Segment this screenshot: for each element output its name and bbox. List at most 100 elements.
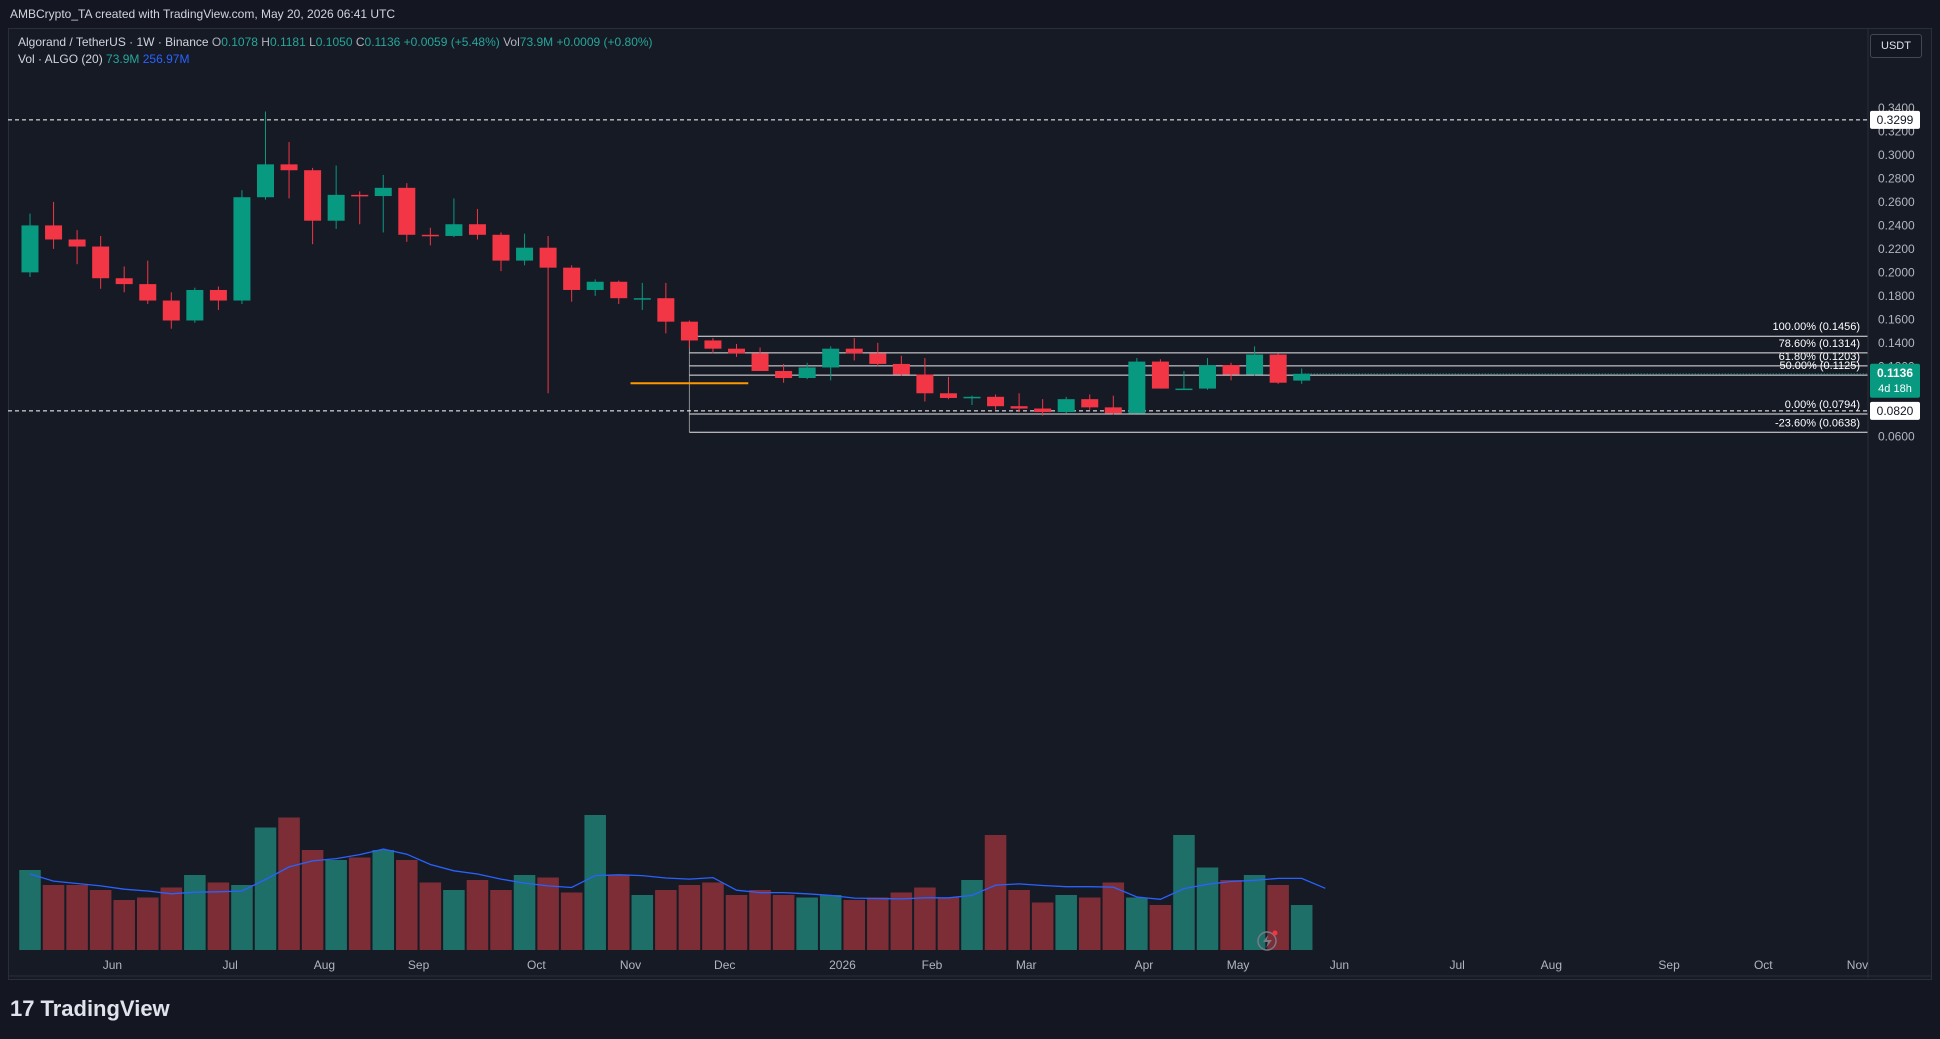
candle-body xyxy=(798,367,816,379)
volume-bar xyxy=(772,895,795,950)
fib-level-label: 78.60% (0.1314) xyxy=(1779,338,1860,350)
candle-body xyxy=(633,298,651,300)
x-tick-label: Sep xyxy=(1658,958,1680,972)
open-value: 0.1078 xyxy=(221,35,258,49)
x-tick-label: Apr xyxy=(1135,958,1154,972)
volume-bar xyxy=(819,895,842,950)
candle-body xyxy=(916,374,934,394)
candle-body xyxy=(1128,361,1146,414)
tradingview-logo[interactable]: 17 TradingView xyxy=(10,996,170,1022)
candle-body xyxy=(563,267,581,290)
volume-bar xyxy=(396,860,418,950)
y-tick-label: 0.2200 xyxy=(1878,242,1915,256)
x-tick-label: Nov xyxy=(620,958,641,972)
chart-legend: Algorand / TetherUS · 1W · Binance O0.10… xyxy=(18,34,653,68)
chart-frame[interactable] xyxy=(8,28,1932,980)
volume-bar xyxy=(1078,897,1101,950)
low-value: 0.1050 xyxy=(315,35,353,49)
volume-bar xyxy=(702,882,724,950)
fib-level-label: 50.00% (0.1125) xyxy=(1779,360,1860,372)
currency-button[interactable]: USDT xyxy=(1870,34,1922,58)
candle-body xyxy=(704,340,722,349)
candle-body xyxy=(516,247,534,261)
volume-bar xyxy=(1126,897,1148,950)
candle-body xyxy=(162,300,180,321)
x-tick-label: Jul xyxy=(1449,958,1464,972)
volume-bar xyxy=(1102,882,1125,950)
volume-bar xyxy=(961,880,983,950)
candle-body xyxy=(45,225,63,240)
fib-level-label: 100.00% (0.1456) xyxy=(1773,321,1860,333)
candle-body xyxy=(751,353,769,371)
volume-bar xyxy=(984,835,1007,950)
volume-bar xyxy=(231,885,253,950)
volume-bar xyxy=(725,895,748,950)
volume-bar xyxy=(584,815,606,950)
y-tick-label: 0.3000 xyxy=(1878,148,1915,162)
candle-body xyxy=(845,348,863,354)
candle-body xyxy=(186,289,204,321)
volume-study-name[interactable]: Vol · ALGO (20) xyxy=(18,52,103,66)
volume-bar xyxy=(42,885,65,950)
candle-body xyxy=(421,234,439,237)
volume-bar xyxy=(537,877,559,950)
high-value: 0.1181 xyxy=(269,35,306,49)
volume-bar xyxy=(678,885,701,950)
volume-bar xyxy=(301,850,324,950)
logo-mark-icon: 17 xyxy=(10,996,35,1021)
volume-bar xyxy=(1290,905,1313,950)
volume-bar xyxy=(160,887,183,950)
volume-bar xyxy=(89,890,112,950)
x-tick-label: Oct xyxy=(1754,958,1773,972)
candle-body xyxy=(468,224,486,235)
close-label: C xyxy=(355,35,365,49)
alert-icon[interactable] xyxy=(1257,930,1278,951)
x-tick-label: May xyxy=(1227,958,1250,972)
volume-bar xyxy=(1008,890,1030,950)
candle-body xyxy=(775,370,793,379)
candle-body xyxy=(139,284,157,301)
candle-body xyxy=(822,348,840,368)
candle-body xyxy=(92,246,110,279)
dashed-level-tag xyxy=(1870,401,1920,420)
y-tick-label: 0.2600 xyxy=(1878,195,1915,209)
candle-body xyxy=(1034,408,1052,413)
x-tick-label: Jun xyxy=(103,958,122,972)
volume-bar xyxy=(490,890,512,950)
last-price-countdown: 4d 18h xyxy=(1878,383,1912,395)
high-label: H xyxy=(261,35,270,49)
volume-bar xyxy=(254,827,277,950)
volume-ma-value: 256.97M xyxy=(142,52,190,66)
candle-body xyxy=(445,224,463,236)
candle-body xyxy=(680,321,698,341)
candle-body xyxy=(115,278,133,285)
x-tick-label: Nov xyxy=(1847,958,1868,972)
axes: 0.34000.32000.30000.28000.26000.24000.22… xyxy=(8,28,1932,978)
candle-body xyxy=(233,197,251,301)
y-tick-label: 0.2800 xyxy=(1878,171,1915,185)
volume-bar xyxy=(372,850,395,950)
dashed-level-label: 0.0820 xyxy=(1877,404,1914,418)
candle-body xyxy=(586,281,604,290)
x-tick-label: Oct xyxy=(527,958,546,972)
volume-bar xyxy=(419,882,442,950)
fib-level-label: -23.60% (0.0638) xyxy=(1775,417,1860,429)
volume-bar xyxy=(843,900,866,950)
candle-body xyxy=(1010,406,1028,409)
candle-body xyxy=(304,170,322,221)
y-tick-label: 0.1400 xyxy=(1878,336,1915,350)
x-tick-label: Aug xyxy=(1541,958,1562,972)
open-label: O xyxy=(211,35,222,49)
symbol-name[interactable]: Algorand / TetherUS · 1W · Binance xyxy=(18,35,209,49)
candle-body xyxy=(1151,361,1169,389)
volume-bar xyxy=(1031,902,1054,950)
candle-body xyxy=(1104,407,1122,414)
candle-body xyxy=(257,164,274,198)
volume-bar xyxy=(1173,835,1195,950)
volume-ma xyxy=(29,848,1326,900)
volume-bar xyxy=(1220,880,1242,950)
volume-bar xyxy=(1055,895,1077,950)
candles xyxy=(21,111,1311,416)
volume-bar xyxy=(113,900,135,950)
